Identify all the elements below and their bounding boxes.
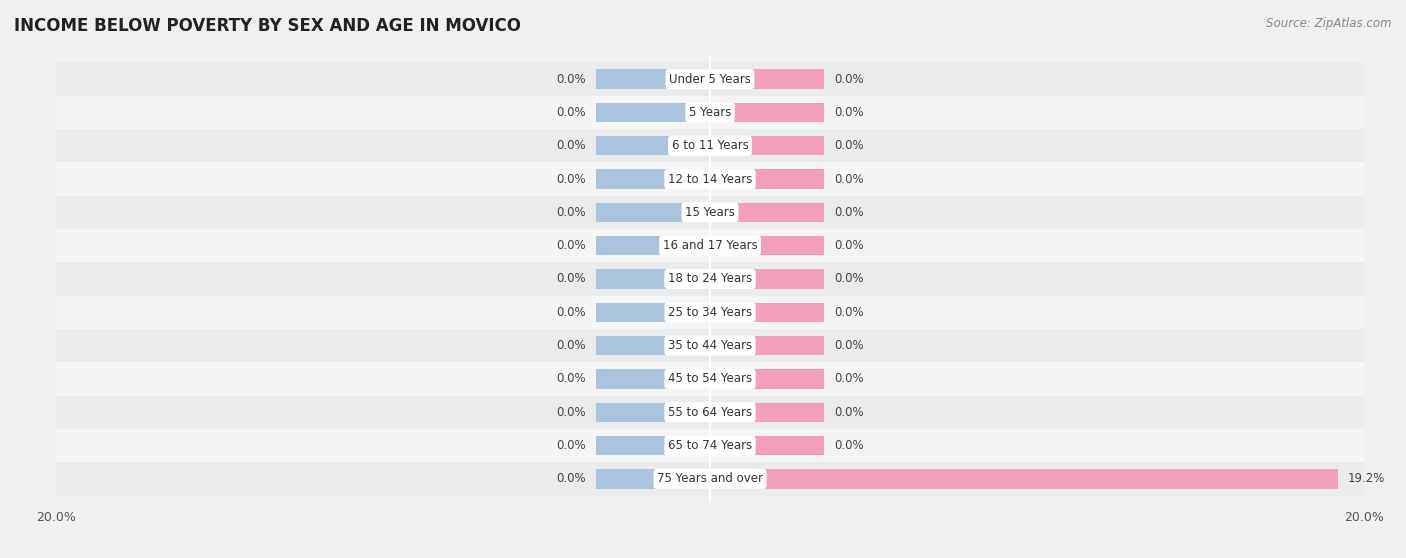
Text: 0.0%: 0.0%: [834, 106, 863, 119]
Text: Source: ZipAtlas.com: Source: ZipAtlas.com: [1267, 17, 1392, 30]
Text: 15 Years: 15 Years: [685, 206, 735, 219]
Bar: [710, 369, 824, 388]
Text: Under 5 Years: Under 5 Years: [669, 73, 751, 85]
Bar: [596, 136, 710, 156]
Text: 16 and 17 Years: 16 and 17 Years: [662, 239, 758, 252]
Text: 0.0%: 0.0%: [834, 172, 863, 186]
Text: 45 to 54 Years: 45 to 54 Years: [668, 372, 752, 386]
Text: 0.0%: 0.0%: [557, 272, 586, 286]
Text: 0.0%: 0.0%: [557, 239, 586, 252]
Bar: [596, 103, 710, 122]
Bar: [596, 203, 710, 222]
Bar: [710, 270, 824, 288]
Text: 0.0%: 0.0%: [834, 306, 863, 319]
Legend: Male, Female: Male, Female: [644, 554, 776, 558]
Text: 12 to 14 Years: 12 to 14 Years: [668, 172, 752, 186]
Text: 0.0%: 0.0%: [834, 372, 863, 386]
Bar: [56, 96, 1364, 129]
Bar: [56, 396, 1364, 429]
Bar: [710, 402, 824, 422]
Text: 0.0%: 0.0%: [557, 406, 586, 418]
Text: 0.0%: 0.0%: [557, 306, 586, 319]
Bar: [596, 302, 710, 322]
Bar: [56, 462, 1364, 496]
Bar: [56, 62, 1364, 96]
Text: 0.0%: 0.0%: [834, 339, 863, 352]
Text: 0.0%: 0.0%: [557, 172, 586, 186]
Text: 0.0%: 0.0%: [557, 339, 586, 352]
Bar: [710, 170, 824, 189]
Bar: [710, 103, 824, 122]
Bar: [56, 362, 1364, 396]
Text: 65 to 74 Years: 65 to 74 Years: [668, 439, 752, 452]
Bar: [56, 129, 1364, 162]
Bar: [710, 136, 824, 156]
Text: 0.0%: 0.0%: [557, 106, 586, 119]
Bar: [710, 469, 1337, 489]
Bar: [56, 296, 1364, 329]
Text: 0.0%: 0.0%: [557, 439, 586, 452]
Text: 0.0%: 0.0%: [557, 206, 586, 219]
Text: INCOME BELOW POVERTY BY SEX AND AGE IN MOVICO: INCOME BELOW POVERTY BY SEX AND AGE IN M…: [14, 17, 522, 35]
Bar: [596, 369, 710, 388]
Bar: [56, 262, 1364, 296]
Bar: [596, 402, 710, 422]
Bar: [56, 429, 1364, 462]
Text: 0.0%: 0.0%: [834, 73, 863, 85]
Text: 19.2%: 19.2%: [1347, 473, 1385, 485]
Text: 0.0%: 0.0%: [557, 372, 586, 386]
Text: 25 to 34 Years: 25 to 34 Years: [668, 306, 752, 319]
Text: 55 to 64 Years: 55 to 64 Years: [668, 406, 752, 418]
Text: 0.0%: 0.0%: [834, 406, 863, 418]
Bar: [710, 436, 824, 455]
Bar: [710, 336, 824, 355]
Text: 0.0%: 0.0%: [834, 206, 863, 219]
Bar: [710, 203, 824, 222]
Bar: [710, 236, 824, 256]
Bar: [710, 69, 824, 89]
Text: 0.0%: 0.0%: [557, 473, 586, 485]
Text: 0.0%: 0.0%: [557, 140, 586, 152]
Text: 0.0%: 0.0%: [834, 140, 863, 152]
Bar: [596, 236, 710, 256]
Bar: [596, 469, 710, 489]
Text: 0.0%: 0.0%: [834, 239, 863, 252]
Bar: [56, 329, 1364, 362]
Bar: [56, 162, 1364, 196]
Text: 0.0%: 0.0%: [834, 272, 863, 286]
Text: 0.0%: 0.0%: [834, 439, 863, 452]
Bar: [56, 196, 1364, 229]
Text: 0.0%: 0.0%: [557, 73, 586, 85]
Bar: [596, 336, 710, 355]
Text: 18 to 24 Years: 18 to 24 Years: [668, 272, 752, 286]
Text: 6 to 11 Years: 6 to 11 Years: [672, 140, 748, 152]
Text: 5 Years: 5 Years: [689, 106, 731, 119]
Text: 35 to 44 Years: 35 to 44 Years: [668, 339, 752, 352]
Text: 75 Years and over: 75 Years and over: [657, 473, 763, 485]
Bar: [596, 436, 710, 455]
Bar: [710, 302, 824, 322]
Bar: [596, 69, 710, 89]
Bar: [596, 170, 710, 189]
Bar: [56, 229, 1364, 262]
Bar: [596, 270, 710, 288]
